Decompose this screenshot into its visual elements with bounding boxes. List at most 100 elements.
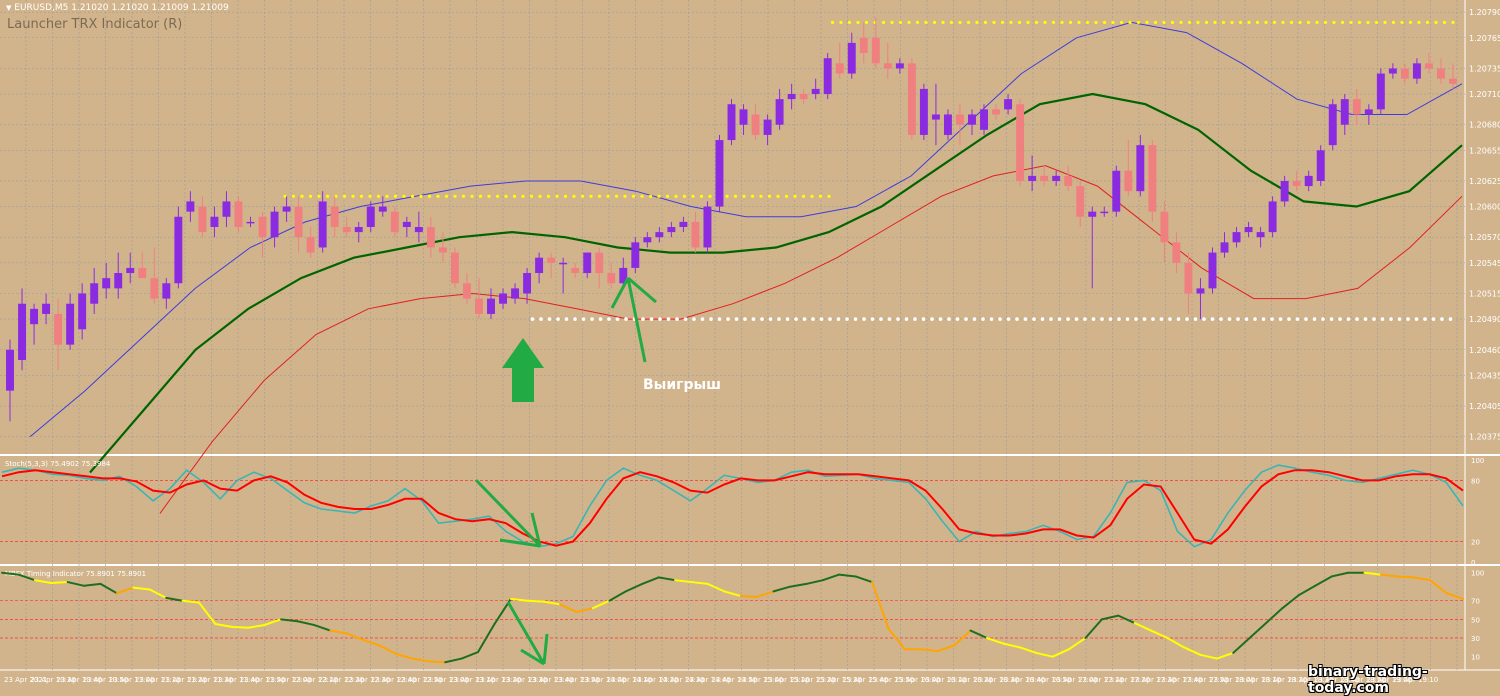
resistance-dot [1417, 20, 1421, 25]
support-dot [1125, 317, 1130, 321]
candle-body [1184, 262, 1193, 294]
support-dot [1372, 317, 1376, 321]
price-tick-label: 1.20435 [1469, 371, 1500, 380]
mbfx-segment [1445, 592, 1464, 600]
support-dot [1066, 317, 1070, 321]
candle-body [306, 237, 315, 253]
support-dot [1287, 317, 1291, 321]
resistance-dot [742, 194, 746, 198]
support-dot [870, 317, 875, 321]
time-tick-label: 23 Apr 14:40 [685, 676, 731, 684]
time-tick-label: 23 Apr 17:20 [1104, 676, 1150, 684]
price-tick-label: 1.20765 [1469, 34, 1500, 43]
support-dot [556, 317, 560, 321]
support-dot [683, 317, 688, 321]
mbfx-segment [1002, 642, 1021, 649]
mbfx-segment [920, 648, 939, 653]
mbfx-segment [985, 637, 1005, 645]
mbfx-segment [132, 586, 151, 591]
resistance-dot [915, 20, 920, 25]
support-dot [700, 317, 705, 321]
candle-body [246, 221, 255, 224]
price-axis: 1.20790 1.20765 1.20735 1.20710 1.20680 1.206… [1469, 8, 1500, 442]
resistance-dot [1298, 20, 1302, 25]
middle-band-line [89, 92, 1463, 474]
support-dot [930, 317, 934, 321]
candle-series [6, 17, 1457, 422]
support-dot [1151, 317, 1155, 321]
resistance-dot [648, 194, 653, 198]
candle-body [715, 140, 724, 207]
mbfx-segment [608, 590, 627, 602]
resistance-dot [691, 194, 695, 198]
candle-body [1040, 175, 1049, 181]
mbfx-segment [148, 588, 168, 599]
mbfx-segment [1215, 651, 1235, 660]
candle-body [1196, 288, 1205, 294]
candle-body [90, 283, 99, 304]
resistance-dot [949, 20, 954, 25]
mbfx-segment [329, 629, 348, 635]
resistance-dot [419, 194, 423, 198]
resistance-dot [444, 194, 449, 198]
mbfx-segment [953, 629, 972, 647]
candle-body [18, 303, 27, 360]
resistance-dot [856, 20, 860, 25]
candle-body [1088, 211, 1097, 217]
candle-body [414, 227, 423, 233]
resistance-dot [1094, 20, 1098, 25]
resistance-dot [1357, 20, 1362, 25]
resistance-dot [793, 194, 797, 198]
support-dot [1278, 317, 1283, 321]
time-tick-label: 23 Apr 11:40 [214, 676, 260, 684]
resistance-dot [1213, 20, 1217, 25]
resistance-dot [898, 20, 903, 25]
resistance-dot [283, 194, 287, 198]
mbfx-segment [362, 638, 381, 647]
candle-body [1400, 68, 1409, 79]
candle-body [1148, 145, 1157, 212]
mbfx-segment [247, 623, 266, 629]
resistance-dot [563, 194, 568, 198]
lower-band-line [159, 165, 1463, 514]
time-tick-label: 23 Apr 16:50 [1026, 676, 1072, 684]
candle-body [162, 283, 171, 299]
resistance-dot [699, 194, 704, 198]
price-tick-label: 1.20405 [1469, 402, 1500, 411]
resistance-dot [759, 194, 763, 198]
candle-body [30, 308, 39, 325]
resistance-dot [1434, 20, 1438, 25]
time-tick-label: 23 Apr 15:00 [738, 676, 784, 684]
mbfx-segment [1396, 575, 1415, 579]
mbfx-segment [1429, 579, 1448, 595]
grid [0, 0, 1500, 671]
candle-body [703, 206, 712, 248]
support-dot [751, 317, 756, 321]
resistance-dot [1162, 20, 1166, 25]
time-tick-label: 23 Apr 18:40 [1314, 676, 1360, 684]
resistance-dot [1383, 20, 1387, 25]
candle-body [1160, 211, 1169, 243]
resistance-dot [1009, 20, 1013, 25]
candle-body [559, 262, 568, 265]
resistance-dot [1264, 20, 1268, 25]
resistance-dot [529, 194, 534, 198]
mbfx-tick-label: 70 [1471, 598, 1480, 606]
mbfx-segment [99, 582, 118, 595]
candle-body [907, 63, 916, 135]
mbfx-segment [542, 600, 562, 606]
candle-body [1016, 104, 1025, 181]
candle-body [186, 201, 195, 212]
resistance-dot [470, 194, 474, 198]
mbfx-segment [1379, 573, 1399, 578]
candle-body [619, 267, 628, 284]
resistance-dot [1323, 20, 1328, 25]
candle-body [450, 252, 459, 284]
resistance-dot [1179, 20, 1183, 25]
mbfx-segment [1182, 646, 1202, 656]
resistance-dot [589, 194, 593, 198]
resistance-dot [504, 194, 508, 198]
support-dot [1440, 317, 1444, 321]
dropdown-icon[interactable]: ▼ [6, 4, 12, 12]
resistance-dot [1374, 20, 1379, 25]
